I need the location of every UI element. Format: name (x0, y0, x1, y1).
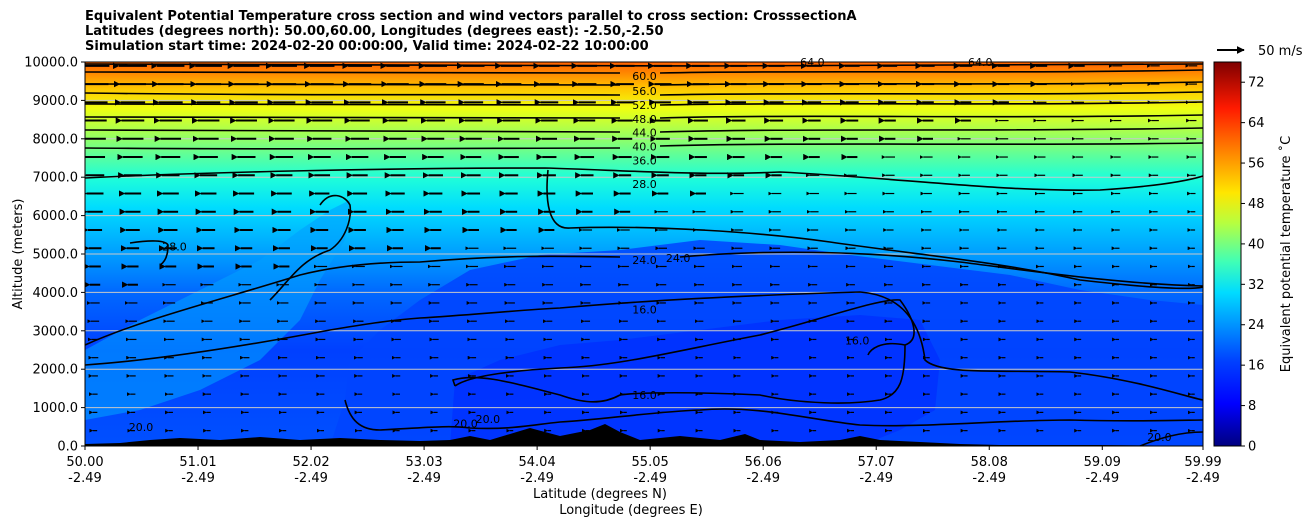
contour-label: 16.0 (632, 389, 657, 402)
contour-28-left (269, 194, 352, 301)
x-tick-label-lat: 59.99 (1184, 455, 1221, 470)
contour-label: 24.0 (666, 252, 691, 265)
contour-label: 20.0 (1147, 431, 1172, 444)
contour-label: 24.0 (632, 254, 657, 267)
contour-label: 28.0 (632, 178, 657, 191)
contour-labels: 60.0 56.052.048.044.040.036.0 28.0 24.0 24.0… (129, 56, 1172, 444)
colorbar-tick-label: 0 (1248, 440, 1256, 455)
contour-label: 28.0 (162, 240, 187, 253)
contour-28-mid (546, 169, 1203, 290)
colorbar-ticks: 0 8 16 24 32 40 48 56 64 72 (1241, 76, 1265, 455)
contour-40 (85, 127, 1203, 133)
x-tick-label-lat: 55.05 (632, 455, 669, 470)
colorbar-tick-label: 8 (1248, 399, 1256, 414)
colorbar (1213, 61, 1242, 447)
y-tick-label: 0.0 (57, 440, 78, 455)
grid-lines (85, 99, 1203, 409)
contour-label: 48.0 (632, 113, 657, 126)
contour-label: 52.0 (632, 99, 657, 112)
y-tick-label: 4000.0 (33, 286, 79, 301)
colorbar-tick-label: 24 (1248, 318, 1265, 333)
contour-20-bottom (1139, 431, 1203, 446)
x-tick-label-lon: -2.49 (1085, 471, 1119, 486)
contour-60 (85, 69, 1203, 74)
contour-label: 40.0 (632, 140, 657, 153)
x-tick-label-lon: -2.49 (746, 471, 780, 486)
colorbar-tick-label: 72 (1248, 76, 1265, 91)
x-tick-label-lon: -2.49 (859, 471, 893, 486)
contour-label: 16.0 (845, 334, 870, 347)
x-tick-label-lat: 58.08 (971, 455, 1008, 470)
y-tick-label: 6000.0 (33, 209, 79, 224)
wind-key-label: 50 m/s (1258, 44, 1303, 59)
colorbar-label: Equivalent potential temperature ˚C (1278, 136, 1294, 372)
colorbar-tick-label: 56 (1248, 157, 1265, 172)
x-axis-label-lon: Longitude (degrees E) (559, 503, 703, 518)
contour-52 (85, 91, 1203, 96)
x-tick-label-lat: 51.01 (179, 455, 216, 470)
chart-title-line-3: Simulation start time: 2024-02-20 00:00:… (85, 39, 649, 54)
y-axis: 0.0 1000.0 2000.0 3000.0 4000.0 5000.0 6000.0 7… (24, 56, 85, 455)
y-tick-label: 10000.0 (24, 56, 78, 71)
x-tick-label-lat: 59.09 (1084, 455, 1121, 470)
y-tick-label: 1000.0 (33, 401, 79, 416)
x-tick-label-lat: 54.04 (519, 455, 556, 470)
colorbar-tick-label: 48 (1248, 197, 1265, 212)
contour-label: 16.0 (632, 304, 657, 317)
contour-36 (85, 142, 1203, 150)
wind-vectors (85, 62, 1198, 433)
chart-title-line-1: Equivalent Potential Temperature cross s… (85, 9, 857, 24)
colorbar-tick-label: 16 (1248, 359, 1265, 374)
y-tick-label: 7000.0 (33, 171, 79, 186)
colorbar-tick-label: 32 (1248, 278, 1265, 293)
y-tick-label: 5000.0 (33, 248, 79, 263)
contour-label: 36.0 (632, 154, 657, 167)
x-tick-label-lon: -2.49 (181, 471, 215, 486)
colorbar-tick-label: 40 (1248, 237, 1265, 252)
x-tick-label-lon: -2.49 (633, 471, 667, 486)
contour-label: 20.0 (129, 421, 154, 434)
y-tick-label: 9000.0 (33, 94, 79, 109)
terrain (85, 424, 1203, 446)
contour-label: 44.0 (632, 127, 657, 140)
x-axis-label-lat: Latitude (degrees N) (533, 487, 667, 502)
x-tick-label-lat: 56.06 (745, 455, 782, 470)
y-tick-label: 2000.0 (33, 363, 79, 378)
contour-16 (451, 299, 915, 404)
x-tick-label-lat: 57.07 (858, 455, 895, 470)
x-tick-label-lat: 50.00 (66, 455, 103, 470)
x-tick-label-lon: -2.49 (294, 471, 328, 486)
x-tick-label-lat: 52.02 (292, 455, 329, 470)
x-tick-label-lon: -2.49 (1186, 471, 1220, 486)
x-tick-label-lon: -2.49 (68, 471, 102, 486)
y-tick-label: 8000.0 (33, 132, 79, 147)
contour-20-low (344, 399, 1203, 431)
x-axis: 50.00-2.4951.01-2.4952.02-2.4953.03-2.49… (66, 446, 1222, 486)
contour-28-tongue (129, 240, 169, 266)
y-tick-label: 3000.0 (33, 324, 79, 339)
y-axis-label: Altitude (meters) (11, 199, 26, 310)
contour-label: 20.0 (453, 418, 478, 431)
x-tick-label-lat: 53.03 (405, 455, 442, 470)
colorbar-tick-label: 64 (1248, 116, 1265, 131)
contour-20-mid (85, 291, 1203, 401)
chart-title-line-2: Latitudes (degrees north): 50.00,60.00, … (85, 24, 664, 39)
x-tick-label-lon: -2.49 (407, 471, 441, 486)
contour-label: 20.0 (476, 413, 501, 426)
contour-label: 60.0 (632, 70, 657, 83)
x-tick-label-lon: -2.49 (972, 471, 1006, 486)
contour-label: 56.0 (632, 85, 657, 98)
x-tick-label-lon: -2.49 (520, 471, 554, 486)
